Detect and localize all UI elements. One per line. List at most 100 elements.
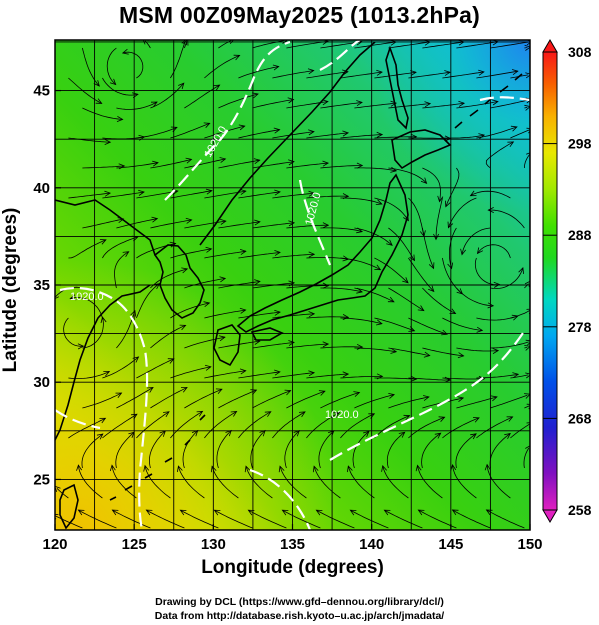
streamline — [245, 466, 273, 499]
streamline — [170, 41, 186, 79]
isobar-line-2 — [59, 286, 149, 530]
streamline-arrow — [388, 393, 395, 399]
streamline-arrow — [457, 396, 465, 403]
streamline-arrow — [375, 199, 383, 205]
streamline-arrow — [264, 411, 272, 417]
streamline — [461, 227, 491, 255]
streamline-arrow — [117, 217, 125, 224]
streamline — [374, 71, 417, 79]
streamline-arrow — [524, 393, 530, 399]
streamline — [340, 134, 383, 139]
colorbar-tick-label: 308 — [568, 44, 592, 60]
streamline — [184, 388, 223, 409]
streamline — [286, 224, 329, 229]
streamline — [408, 71, 451, 79]
streamline-arrow — [229, 40, 234, 45]
chart-title: MSM 00Z09May2025 (1013.2hPa) — [118, 2, 480, 28]
streamline-arrow — [526, 308, 530, 315]
streamline — [489, 433, 511, 469]
streamline-arrow — [423, 351, 431, 358]
streamline — [111, 465, 137, 499]
streamline — [218, 221, 260, 229]
streamline — [78, 465, 103, 499]
streamline-arrow — [55, 514, 59, 520]
isobar-contours — [55, 40, 530, 530]
streamline-arrow — [445, 200, 451, 208]
streamline-arrow — [420, 177, 428, 184]
streamline-arrow — [130, 413, 138, 420]
streamline-arrow — [128, 431, 135, 438]
streamline-arrow — [390, 347, 398, 354]
streamline — [510, 310, 530, 319]
streamline-arrow — [493, 281, 501, 288]
streamline — [456, 396, 498, 409]
streamline — [320, 287, 363, 293]
streamline — [184, 158, 226, 169]
streamline — [456, 287, 494, 307]
streamline — [238, 411, 271, 439]
streamline — [204, 190, 246, 199]
streamline-arrow — [356, 100, 363, 107]
streamline — [178, 465, 205, 499]
honshu-coast — [236, 173, 409, 333]
streamline — [238, 311, 281, 319]
streamline — [340, 376, 383, 379]
streamline-arrow — [451, 509, 459, 516]
streamline — [422, 227, 434, 269]
streamline-arrow — [307, 68, 315, 75]
streamline-arrow — [287, 97, 295, 104]
colorbar-tick-label: 278 — [568, 319, 592, 335]
streamline-arrow — [152, 160, 159, 167]
streamline-arrow — [288, 280, 296, 287]
streamline-arrow — [511, 69, 519, 76]
streamline-arrow — [368, 413, 376, 419]
streamline — [422, 102, 465, 109]
colorbar-ticks: 258 268 278 288 298 308 — [543, 44, 592, 518]
streamline — [306, 373, 349, 379]
streamline — [408, 377, 451, 381]
streamline — [82, 392, 122, 409]
streamline-arrow — [55, 485, 61, 493]
streamline — [448, 227, 457, 269]
streamline-arrow — [398, 431, 406, 438]
streamline — [204, 309, 246, 319]
streamline — [354, 167, 397, 172]
ryukyu-islands — [109, 414, 206, 501]
streamline — [218, 389, 257, 409]
streamline — [476, 70, 518, 79]
streamline — [474, 257, 500, 286]
streamline — [486, 464, 511, 499]
streamline-arrow — [281, 509, 289, 516]
streamline-arrow — [353, 391, 361, 397]
streamline-arrow — [447, 221, 454, 229]
streamline — [388, 396, 429, 409]
x-tick-label: 120 — [42, 536, 67, 553]
streamline-arrow — [239, 249, 247, 255]
streamline — [340, 197, 382, 205]
streamline — [150, 82, 185, 109]
streamline — [252, 99, 294, 109]
streamline-arrow — [444, 135, 452, 142]
streamline-arrow — [315, 509, 323, 516]
streamline — [82, 47, 100, 87]
streamline — [408, 317, 448, 335]
streamline — [524, 346, 528, 349]
streamline — [421, 432, 441, 469]
streamline — [306, 132, 349, 139]
colorbar-tick-label: 258 — [568, 502, 592, 518]
streamline — [488, 209, 525, 229]
y-tick-label: 25 — [33, 471, 50, 488]
streamline — [136, 358, 174, 379]
streamline-arrow — [274, 369, 281, 376]
streamline — [170, 122, 210, 139]
streamline — [238, 66, 279, 79]
streamline — [510, 74, 529, 79]
streamline — [388, 227, 415, 261]
streamline — [354, 227, 393, 246]
streamline — [490, 267, 524, 290]
streamline — [320, 392, 360, 409]
streamline — [204, 411, 237, 439]
streamline-arrow — [159, 430, 166, 437]
streamline-arrow — [433, 233, 440, 241]
streamline-arrow — [485, 509, 493, 516]
